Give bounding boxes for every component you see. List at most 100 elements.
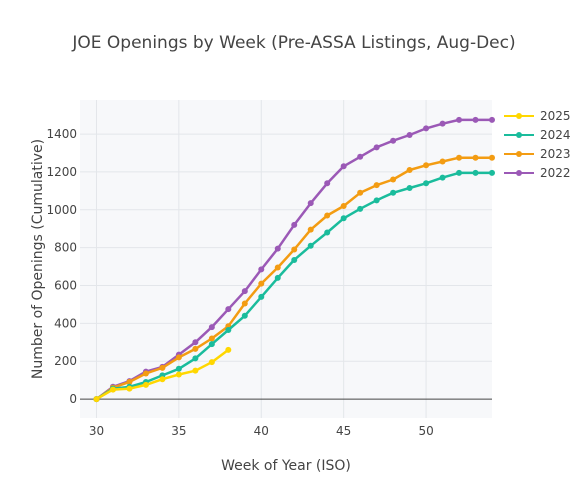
x-axis-label: Week of Year (ISO) [221,458,351,474]
data-point [307,226,314,233]
y-tick-label: 1200 [46,165,77,179]
legend-swatch [504,149,534,159]
data-point [456,169,463,176]
data-point [291,246,298,253]
legend-item[interactable]: 2024 [504,125,571,144]
data-point [93,396,100,403]
data-point [340,215,347,222]
data-point [324,212,331,219]
data-point [142,370,149,377]
data-point [456,154,463,161]
data-point [390,176,397,183]
data-point [274,245,281,252]
data-point [439,158,446,165]
legend-swatch [504,111,534,121]
data-point [175,365,182,372]
legend-swatch [504,130,534,140]
data-point [208,341,215,348]
y-tick-label: 0 [69,392,77,406]
data-point [324,180,331,187]
series-2024 [93,169,495,403]
data-point [159,364,166,371]
data-point [192,345,199,352]
legend-item[interactable]: 2023 [504,144,571,163]
data-point [109,386,116,393]
legend: 2025 2024 2023 2022 [504,106,571,182]
data-point [241,312,248,319]
data-point [439,120,446,127]
data-point [423,125,430,132]
data-point [258,266,265,273]
data-point [390,189,397,196]
data-point [208,335,215,342]
y-axis-label: Number of Openings (Cumulative) [30,138,46,380]
data-point [406,185,413,192]
data-point [291,256,298,263]
data-point [192,367,199,374]
data-point [192,355,199,362]
data-point [373,182,380,189]
legend-label: 2025 [540,108,571,123]
data-point [208,324,215,331]
legend-label: 2022 [540,165,571,180]
data-point [357,189,364,196]
y-tick-label: 200 [54,354,77,368]
data-point [291,221,298,228]
data-point [126,385,133,392]
grid [80,100,492,418]
x-tick-label: 35 [171,424,186,438]
x-tick-label: 40 [254,424,269,438]
data-point [472,154,479,161]
data-point [373,197,380,204]
legend-item[interactable]: 2025 [504,106,571,125]
data-point [307,200,314,207]
data-point [258,293,265,300]
data-point [357,205,364,212]
x-tick-label: 45 [336,424,351,438]
chart-title: JOE Openings by Week (Pre-ASSA Listings,… [72,33,516,53]
y-tick-label: 400 [54,316,77,330]
data-point [192,339,199,346]
data-point [175,371,182,378]
data-point [307,242,314,249]
data-point [274,264,281,271]
y-tick-label: 800 [54,241,77,255]
data-point [390,137,397,144]
data-point [472,116,479,123]
data-point [373,144,380,151]
data-point [340,163,347,170]
data-point [489,116,495,123]
data-point [258,280,265,287]
data-point [175,354,182,361]
data-point [225,346,232,353]
series-layer [93,116,495,403]
data-point [142,381,149,388]
data-point [423,180,430,187]
data-point [225,306,232,313]
y-tick-label: 1000 [46,203,77,217]
legend-swatch [504,168,534,178]
axes: 30 35 40 45 50 0 200 400 600 800 1000 1200 1400 [46,127,492,438]
series-2025 [93,346,232,403]
data-point [274,274,281,281]
data-point [406,132,413,139]
data-point [423,162,430,169]
legend-label: 2023 [540,146,571,161]
data-point [340,203,347,209]
data-point [439,174,446,181]
x-tick-label: 50 [418,424,433,438]
data-point [489,154,495,161]
x-tick-label: 30 [89,424,104,438]
data-point [324,229,331,236]
data-point [472,169,479,176]
data-point [489,169,495,176]
legend-label: 2024 [540,127,571,142]
legend-item[interactable]: 2022 [504,163,571,182]
data-point [357,153,364,160]
y-tick-label: 600 [54,279,77,293]
data-point [241,300,248,307]
data-point [126,379,133,386]
data-point [241,288,248,295]
y-tick-label: 1400 [46,127,77,141]
